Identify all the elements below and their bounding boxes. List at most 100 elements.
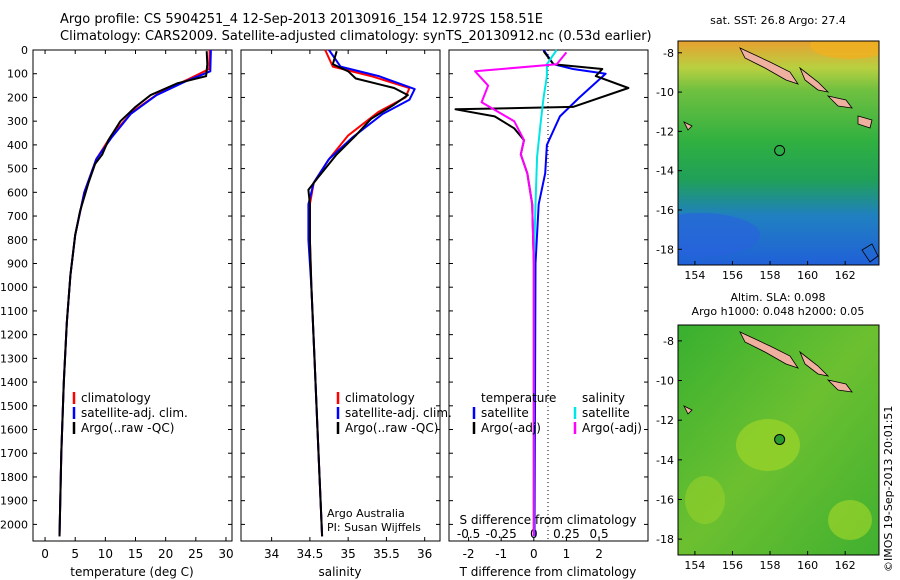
series-line-satellite-adj-clim-: [307, 49, 416, 537]
x-tick-label: 0: [41, 547, 49, 561]
t-tick-label: 1: [563, 547, 571, 561]
depth-tick-label: 500: [7, 163, 28, 176]
lat-tick-label: -14: [656, 165, 674, 178]
x-tick-label: 25: [188, 547, 203, 561]
coastline: [861, 243, 879, 263]
lon-tick-label: 162: [835, 559, 856, 572]
legend-label-sal-satellite: satellite: [582, 406, 630, 420]
series-line-argo-raw-qc-: [307, 50, 409, 537]
legend-temp-title: temperature: [481, 391, 556, 405]
t-difference-label: T difference from climatology: [459, 565, 637, 579]
lat-tick-label: -8: [663, 47, 674, 60]
legend-label-satellite: satellite-adj. clim.: [345, 406, 452, 420]
lat-tick-label: -16: [656, 204, 674, 217]
x-tick-label: 34: [264, 547, 279, 561]
t-tick-label: 0: [530, 547, 538, 561]
t-tick-label: -2: [463, 547, 475, 561]
lat-tick-label: -12: [656, 125, 674, 138]
depth-tick-label: 0: [21, 44, 28, 57]
temperature-legend: climatology satellite-adj. clim. Argo(..…: [72, 391, 188, 435]
island-shape: [739, 331, 799, 369]
x-tick-label: 20: [158, 547, 173, 561]
legend-label-temp-argo: Argo(-adj): [481, 421, 541, 435]
depth-tick-label: 1900: [0, 495, 28, 508]
temperature-xlabel: temperature (deg C): [70, 565, 193, 579]
sst-warm-patch: [810, 41, 879, 59]
depth-tick-label: 1200: [0, 329, 28, 342]
legend-label-sal-argo: Argo(-adj): [582, 421, 642, 435]
lon-tick-label: 158: [760, 559, 781, 572]
difference-panel: S difference from climatology T differen…: [448, 49, 649, 579]
island-shape: [826, 379, 853, 393]
depth-tick-label: 600: [7, 186, 28, 199]
lon-tick-label: 156: [722, 269, 743, 282]
salinity-axes-frame: [240, 49, 441, 542]
legend-label-argo: Argo(..raw -QC): [81, 421, 174, 435]
lon-tick-label: 160: [797, 269, 818, 282]
s-tick-label: -0.5: [457, 527, 480, 541]
salinity-panel: salinity 34 34.5 35 35.5 36 climatology sate…: [240, 49, 452, 579]
sst-map-title: sat. SST: 26.8 Argo: 27.4: [710, 14, 846, 27]
lon-tick-label: 162: [835, 269, 856, 282]
lat-tick-label: -14: [656, 454, 674, 467]
island-shape: [683, 405, 693, 415]
island-shape: [799, 66, 830, 93]
depth-tick-label: 200: [7, 91, 28, 104]
legend-label-satellite: satellite-adj. clim.: [81, 406, 188, 420]
salinity-xlabel: salinity: [318, 565, 361, 579]
salinity-legend: climatology satellite-adj. clim. Argo(..…: [336, 391, 452, 435]
sla-map-frame: [677, 324, 880, 556]
depth-tick-label: 1500: [0, 400, 28, 413]
legend-label-climatology: climatology: [81, 391, 151, 405]
sla-map-title2: Argo h1000: 0.048 h2000: 0.05: [692, 305, 865, 318]
series-line-climatology: [308, 49, 411, 537]
lat-tick-label: -12: [656, 414, 674, 427]
lon-tick-label: 154: [684, 559, 705, 572]
sla-high-patch: [685, 476, 725, 524]
figure-title-line2: Climatology: CARS2009. Satellite-adjuste…: [60, 29, 652, 44]
s-difference-label: S difference from climatology: [460, 513, 637, 527]
argo-position-marker: [774, 433, 786, 445]
argo-position-marker: [774, 144, 786, 156]
lat-tick-label: -8: [663, 335, 674, 348]
series-line-climatology: [58, 49, 211, 537]
series-line-salinity-argo-adj-: [474, 51, 568, 537]
depth-tick-label: 300: [7, 115, 28, 128]
figure-title-line1: Argo profile: CS 5904251_4 12-Sep-2013 2…: [60, 12, 544, 27]
x-tick-label: 5: [71, 547, 79, 561]
x-tick-label: 35.5: [373, 547, 400, 561]
lon-tick-label: 160: [797, 559, 818, 572]
t-tick-label: 2: [595, 547, 603, 561]
sla-map-title1: Altim. SLA: 0.098: [730, 291, 825, 304]
depth-tick-label: 1800: [0, 471, 28, 484]
legend-label-temp-satellite: satellite: [481, 406, 529, 420]
lat-tick-label: -10: [656, 375, 674, 388]
sst-cool-patch: [678, 213, 760, 257]
s-tick-label: 0.25: [553, 527, 580, 541]
island-shape: [739, 47, 799, 85]
sla-high-patch: [736, 419, 800, 471]
sst-map: sat. SST: 26.8 Argo: 27.4 154 156 158 160 16…: [656, 14, 880, 282]
legend-sal-title: salinity: [582, 391, 625, 405]
x-tick-label: 34.5: [297, 547, 324, 561]
legend-label-argo: Argo(..raw -QC): [345, 421, 438, 435]
sla-map: Altim. SLA: 0.098 Argo h1000: 0.048 h200…: [656, 291, 880, 572]
depth-tick-label: 900: [7, 257, 28, 270]
lat-tick-label: -18: [656, 243, 674, 256]
island-shape: [799, 350, 830, 377]
lon-tick-label: 154: [684, 269, 705, 282]
series-line-temperature-argo-adj-: [454, 50, 630, 537]
depth-tick-label: 1400: [0, 376, 28, 389]
depth-tick-label: 400: [7, 139, 28, 152]
credit-line2: PI: Susan Wijffels: [327, 521, 421, 534]
series-line-argo-raw-qc-: [58, 51, 209, 537]
series-line-temperature-satellite: [533, 49, 607, 537]
series-line-salinity-satellite: [532, 49, 558, 537]
depth-tick-label: 1000: [0, 281, 28, 294]
temperature-panel: temperature (deg C) 01002003004005006007…: [0, 44, 648, 579]
depth-tick-label: 1300: [0, 352, 28, 365]
x-tick-label: 36: [417, 547, 432, 561]
x-tick-label: 30: [218, 547, 233, 561]
island-shape: [857, 115, 873, 129]
lon-tick-label: 156: [722, 559, 743, 572]
